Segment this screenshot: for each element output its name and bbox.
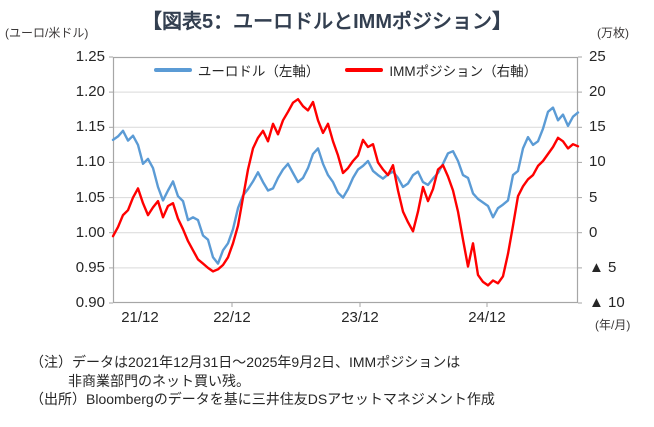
x-axis-tick-label: 21/12 — [121, 309, 159, 326]
right-axis-tick-label: ▲ 10 — [589, 294, 625, 311]
source-note: （出所）Bloombergのデータを基に三井住友DSアセットマネジメント作成 — [30, 391, 495, 407]
x-axis-unit: (年/月) — [595, 318, 631, 332]
plot-area — [109, 56, 582, 307]
footnotes: （注）データは2021年12月31日～2025年9月2日、IMMポジションは 非… — [30, 353, 495, 409]
left-axis-tick-label: 1.10 — [75, 153, 105, 171]
imm-position-line-swatch-icon — [345, 67, 384, 73]
imm-position-legend-label: IMMポジション（右軸） — [389, 64, 538, 79]
eurusd-legend-item: ユーロドル（左軸） — [153, 60, 320, 80]
left-axis-unit: (ユーロ/米ドル) — [5, 26, 89, 40]
left-axis-tick-label: 1.00 — [75, 223, 105, 241]
imm-position-legend-item: IMMポジション（右軸） — [345, 60, 537, 80]
note-line-2: 非商業部門のネット買い残。 — [68, 372, 250, 389]
plot-border — [112, 56, 579, 304]
right-axis-tick-label: 25 — [589, 48, 606, 65]
right-axis-tick-label: 0 — [589, 223, 598, 241]
legend: ユーロドル（左軸） IMMポジション（右軸） — [113, 60, 578, 80]
eurusd-line-swatch-icon — [153, 67, 192, 73]
left-axis-tick-label: 0.95 — [75, 258, 105, 276]
left-axis-tick-label: 0.90 — [75, 294, 105, 311]
x-axis-tick-label: 24/12 — [468, 309, 506, 326]
eurusd-legend-label: ユーロドル（左軸） — [197, 64, 320, 79]
right-axis-tick-label: 15 — [589, 118, 606, 136]
right-axis-tick-label: 5 — [589, 188, 598, 206]
chart-title: 【図表5：ユーロドルとIMMポジション】 — [142, 11, 512, 33]
eurusd-line — [111, 106, 580, 265]
right-axis-unit: (万枚) — [597, 26, 629, 40]
x-axis-tick-label: 22/12 — [213, 309, 251, 326]
x-axis-tick-label: 23/12 — [341, 309, 379, 326]
left-axis-tick-label: 1.05 — [75, 188, 105, 206]
right-axis-tick-label: 20 — [589, 83, 606, 101]
right-axis-tick-label: 10 — [589, 153, 606, 171]
left-axis-tick-label: 1.25 — [75, 48, 105, 65]
right-axis-tick-label: ▲ 5 — [589, 258, 617, 276]
imm-position-line — [111, 98, 580, 287]
left-axis-tick-label: 1.20 — [75, 83, 105, 101]
note-line-1: （注）データは2021年12月31日～2025年9月2日、IMMポジションは — [30, 354, 461, 370]
left-axis-tick-label: 1.15 — [75, 118, 105, 136]
